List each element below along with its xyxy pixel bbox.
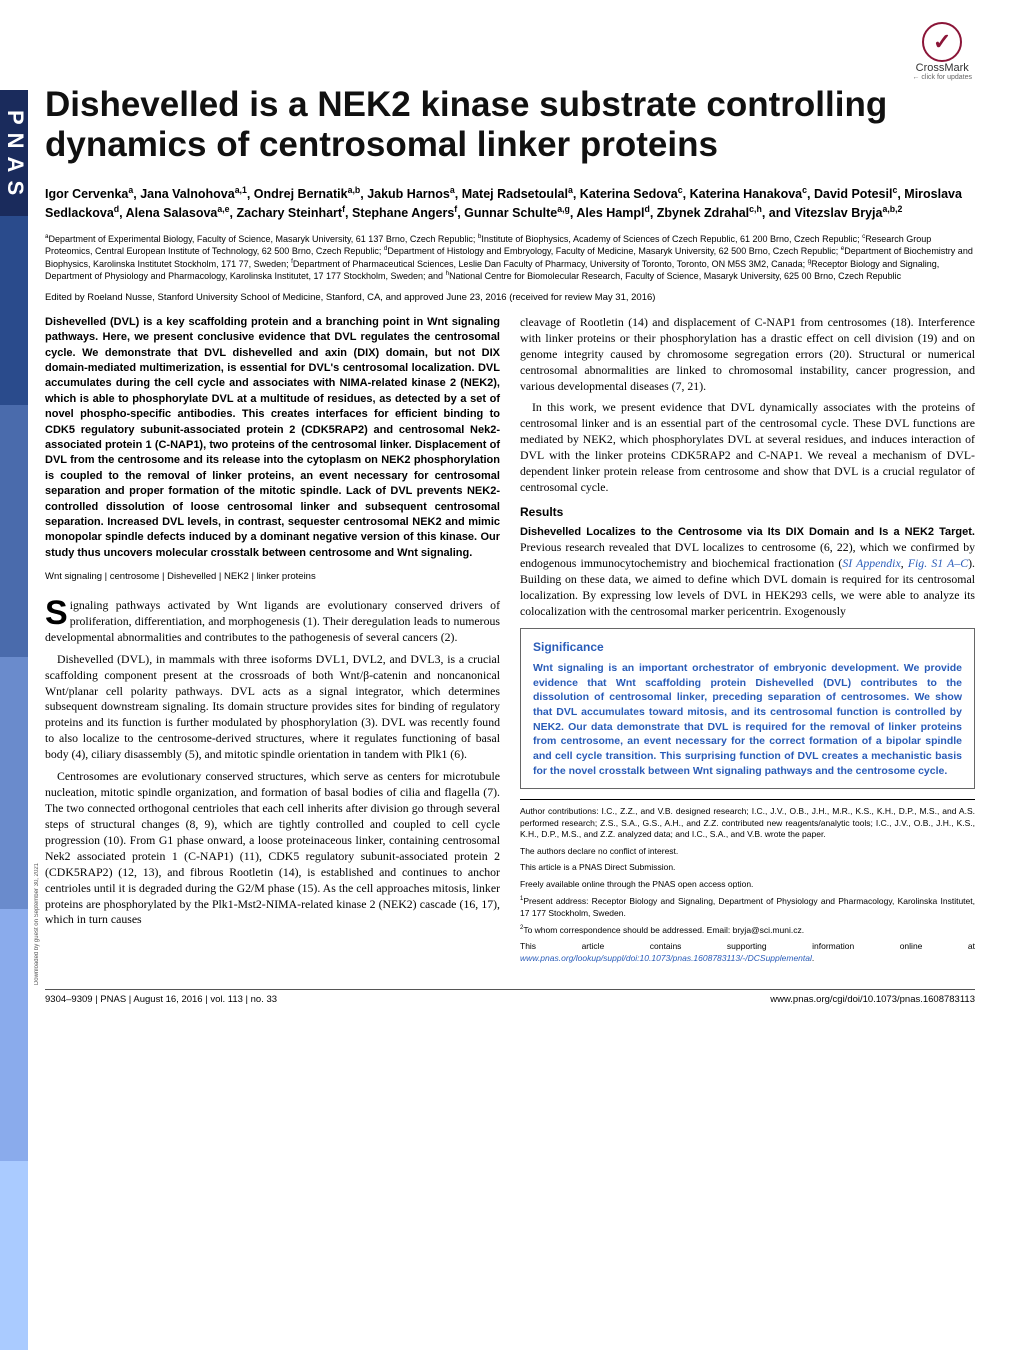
significance-box: Significance Wnt signaling is an importa… bbox=[520, 628, 975, 790]
si-note: This article contains supporting informa… bbox=[520, 941, 975, 964]
crossmark-label: CrossMark bbox=[916, 62, 969, 74]
results-paragraph: Dishevelled Localizes to the Centrosome … bbox=[520, 524, 975, 620]
body-paragraph: cleavage of Rootletin (14) and displacem… bbox=[520, 315, 975, 395]
article-notes: Author contributions: I.C., Z.Z., and V.… bbox=[520, 799, 975, 964]
body-paragraph: Signaling pathways activated by Wnt liga… bbox=[45, 598, 500, 646]
crossmark-sub: ← click for updates bbox=[912, 74, 972, 81]
affiliations: aDepartment of Experimental Biology, Fac… bbox=[45, 233, 975, 282]
note-submission: This article is a PNAS Direct Submission… bbox=[520, 862, 975, 873]
note-contributions: Author contributions: I.C., Z.Z., and V.… bbox=[520, 806, 975, 840]
sub-heading: Dishevelled Localizes to the Centrosome … bbox=[520, 526, 975, 538]
note-conflict: The authors declare no conflict of inter… bbox=[520, 846, 975, 857]
significance-title: Significance bbox=[533, 639, 962, 655]
footnote-2: 2To whom correspondence should be addres… bbox=[520, 924, 975, 936]
results-text: Previous research revealed that DVL loca… bbox=[520, 540, 975, 618]
edited-by: Edited by Roeland Nusse, Stanford Univer… bbox=[45, 292, 975, 303]
authors: Igor Cervenkaa, Jana Valnohovaa,1, Ondre… bbox=[45, 184, 975, 224]
right-column: cleavage of Rootletin (14) and displacem… bbox=[520, 315, 975, 969]
body-paragraph: Dishevelled (DVL), in mammals with three… bbox=[45, 652, 500, 763]
download-note: Downloaded by guest on September 30, 202… bbox=[34, 863, 40, 985]
page-footer: 9304–9309 | PNAS | August 16, 2016 | vol… bbox=[45, 989, 975, 1005]
footer-right: www.pnas.org/cgi/doi/10.1073/pnas.160878… bbox=[770, 994, 975, 1005]
footnote-1: 1Present address: Receptor Biology and S… bbox=[520, 895, 975, 919]
article-title: Dishevelled is a NEK2 kinase substrate c… bbox=[45, 85, 975, 166]
body-paragraph: In this work, we present evidence that D… bbox=[520, 400, 975, 496]
crossmark-badge[interactable]: ✓ CrossMark ← click for updates bbox=[912, 22, 972, 81]
footer-left: 9304–9309 | PNAS | August 16, 2016 | vol… bbox=[45, 994, 277, 1005]
crossmark-icon: ✓ bbox=[922, 22, 962, 62]
significance-body: Wnt signaling is an important orchestrat… bbox=[533, 661, 962, 779]
section-heading-results: Results bbox=[520, 504, 975, 520]
body-paragraph: Centrosomes are evolutionary conserved s… bbox=[45, 769, 500, 928]
left-column: Dishevelled (DVL) is a key scaffolding p… bbox=[45, 315, 500, 969]
pnas-stripe: PNAS bbox=[0, 90, 28, 1350]
note-openaccess: Freely available online through the PNAS… bbox=[520, 879, 975, 890]
abstract: Dishevelled (DVL) is a key scaffolding p… bbox=[45, 315, 500, 561]
keywords: Wnt signaling | centrosome | Dishevelled… bbox=[45, 571, 500, 584]
